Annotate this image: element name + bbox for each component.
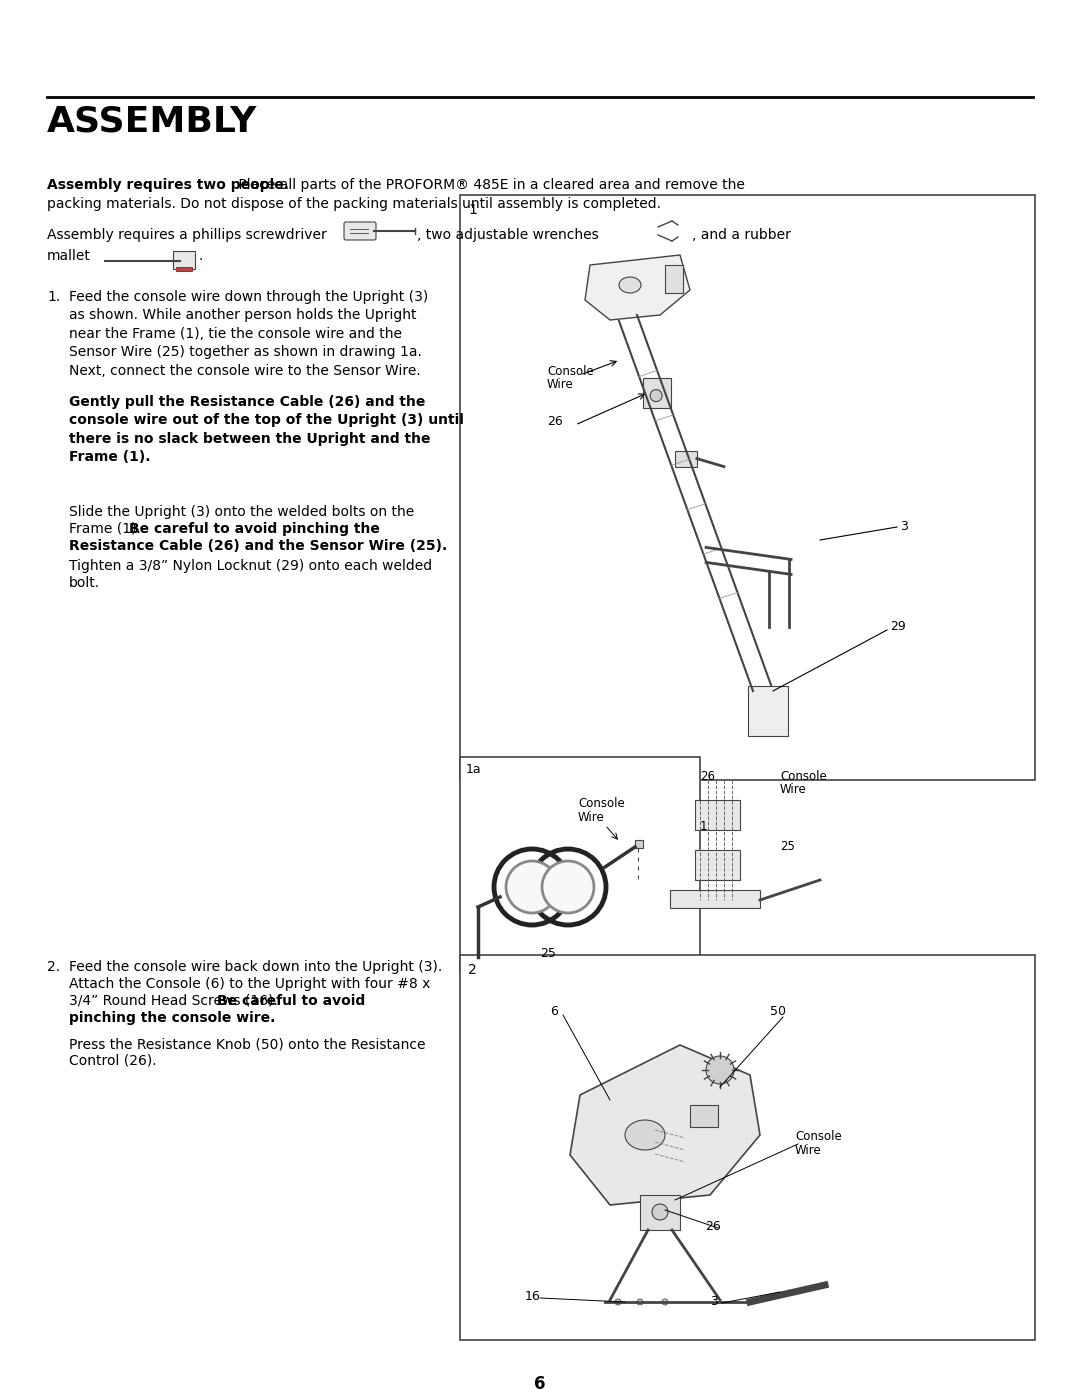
Text: Be careful to avoid pinching the: Be careful to avoid pinching the <box>129 522 380 536</box>
Text: 25: 25 <box>540 947 556 960</box>
Text: 26: 26 <box>546 415 563 427</box>
Bar <box>665 265 683 293</box>
Text: , two adjustable wrenches: , two adjustable wrenches <box>417 228 598 242</box>
Text: Console: Console <box>546 365 594 379</box>
Text: Assembly requires a phillips screwdriver: Assembly requires a phillips screwdriver <box>48 228 327 242</box>
Circle shape <box>652 1204 669 1220</box>
Ellipse shape <box>619 277 642 293</box>
Text: 1.: 1. <box>48 291 60 305</box>
FancyBboxPatch shape <box>345 222 376 240</box>
Text: Control (26).: Control (26). <box>69 1053 157 1067</box>
Text: Wire: Wire <box>578 812 605 824</box>
Bar <box>460 757 700 972</box>
Text: ASSEMBLY: ASSEMBLY <box>48 105 257 138</box>
Bar <box>460 956 1035 1340</box>
Ellipse shape <box>590 226 604 236</box>
Text: .: . <box>198 249 202 263</box>
FancyBboxPatch shape <box>599 226 661 236</box>
Text: 29: 29 <box>890 620 906 633</box>
Bar <box>696 849 740 880</box>
Text: Console: Console <box>795 1130 841 1143</box>
Text: Console: Console <box>578 798 624 810</box>
Text: Frame (1).: Frame (1). <box>69 522 145 536</box>
Text: Feed the console wire back down into the Upright (3).: Feed the console wire back down into the… <box>69 960 442 974</box>
Text: mallet: mallet <box>48 249 91 263</box>
Text: Slide the Upright (3) onto the welded bolts on the: Slide the Upright (3) onto the welded bo… <box>69 504 415 520</box>
Text: Wire: Wire <box>780 782 807 796</box>
Bar <box>696 800 740 830</box>
Text: Gently pull the Resistance Cable (26) and the
console wire out of the top of the: Gently pull the Resistance Cable (26) an… <box>69 395 464 464</box>
Circle shape <box>754 697 762 705</box>
Bar <box>675 451 697 467</box>
Circle shape <box>662 1299 669 1305</box>
Text: 3: 3 <box>900 520 908 534</box>
Polygon shape <box>570 1045 760 1206</box>
Text: 3: 3 <box>710 1295 718 1308</box>
Text: pinching the console wire.: pinching the console wire. <box>69 1011 275 1025</box>
Text: Console: Console <box>780 770 827 782</box>
Ellipse shape <box>625 1120 665 1150</box>
Text: Attach the Console (6) to the Upright with four #8 x: Attach the Console (6) to the Upright wi… <box>69 977 430 990</box>
Text: 50: 50 <box>770 1004 786 1018</box>
Bar <box>173 251 195 270</box>
Text: 6: 6 <box>550 1004 558 1018</box>
Text: Assembly requires two people.: Assembly requires two people. <box>48 177 289 191</box>
Text: 3/4” Round Head Screws (16).: 3/4” Round Head Screws (16). <box>69 995 282 1009</box>
Circle shape <box>768 697 777 705</box>
Text: 1a: 1a <box>465 763 482 775</box>
Bar <box>460 196 1035 780</box>
Text: 26: 26 <box>700 770 715 782</box>
Bar <box>635 840 643 848</box>
Bar <box>690 1105 718 1127</box>
Polygon shape <box>585 256 690 320</box>
Text: Resistance Cable (26) and the Sensor Wire (25).: Resistance Cable (26) and the Sensor Wir… <box>69 539 447 553</box>
Text: Wire: Wire <box>795 1144 822 1157</box>
Text: Wire: Wire <box>546 379 573 391</box>
Text: 26: 26 <box>705 1220 720 1234</box>
Circle shape <box>637 1299 643 1305</box>
Circle shape <box>507 861 558 914</box>
Polygon shape <box>748 686 788 736</box>
Bar <box>640 1194 680 1229</box>
Circle shape <box>542 861 594 914</box>
Text: Place all parts of the PROFORM® 485E in a cleared area and remove the: Place all parts of the PROFORM® 485E in … <box>234 177 745 191</box>
Text: 16: 16 <box>525 1289 541 1303</box>
Text: Press the Resistance Knob (50) onto the Resistance: Press the Resistance Knob (50) onto the … <box>69 1037 426 1051</box>
Circle shape <box>615 1299 621 1305</box>
Bar <box>176 267 192 271</box>
Text: , and a rubber: , and a rubber <box>692 228 791 242</box>
Text: 2: 2 <box>468 963 476 977</box>
Text: 2.: 2. <box>48 960 60 974</box>
Text: 25: 25 <box>780 840 795 854</box>
Text: 6: 6 <box>535 1375 545 1393</box>
Bar <box>643 377 671 408</box>
Circle shape <box>650 390 662 401</box>
Text: bolt.: bolt. <box>69 576 100 590</box>
Circle shape <box>706 1056 734 1084</box>
Text: packing materials. Do not dispose of the packing materials until assembly is com: packing materials. Do not dispose of the… <box>48 197 661 211</box>
Text: 1: 1 <box>700 820 707 833</box>
Text: 1: 1 <box>468 203 477 217</box>
Text: Tighten a 3/8” Nylon Locknut (29) onto each welded: Tighten a 3/8” Nylon Locknut (29) onto e… <box>69 559 432 573</box>
Text: Feed the console wire down through the Upright (3)
as shown. While another perso: Feed the console wire down through the U… <box>69 291 429 377</box>
Bar <box>670 890 760 908</box>
Text: Be careful to avoid: Be careful to avoid <box>217 995 365 1009</box>
